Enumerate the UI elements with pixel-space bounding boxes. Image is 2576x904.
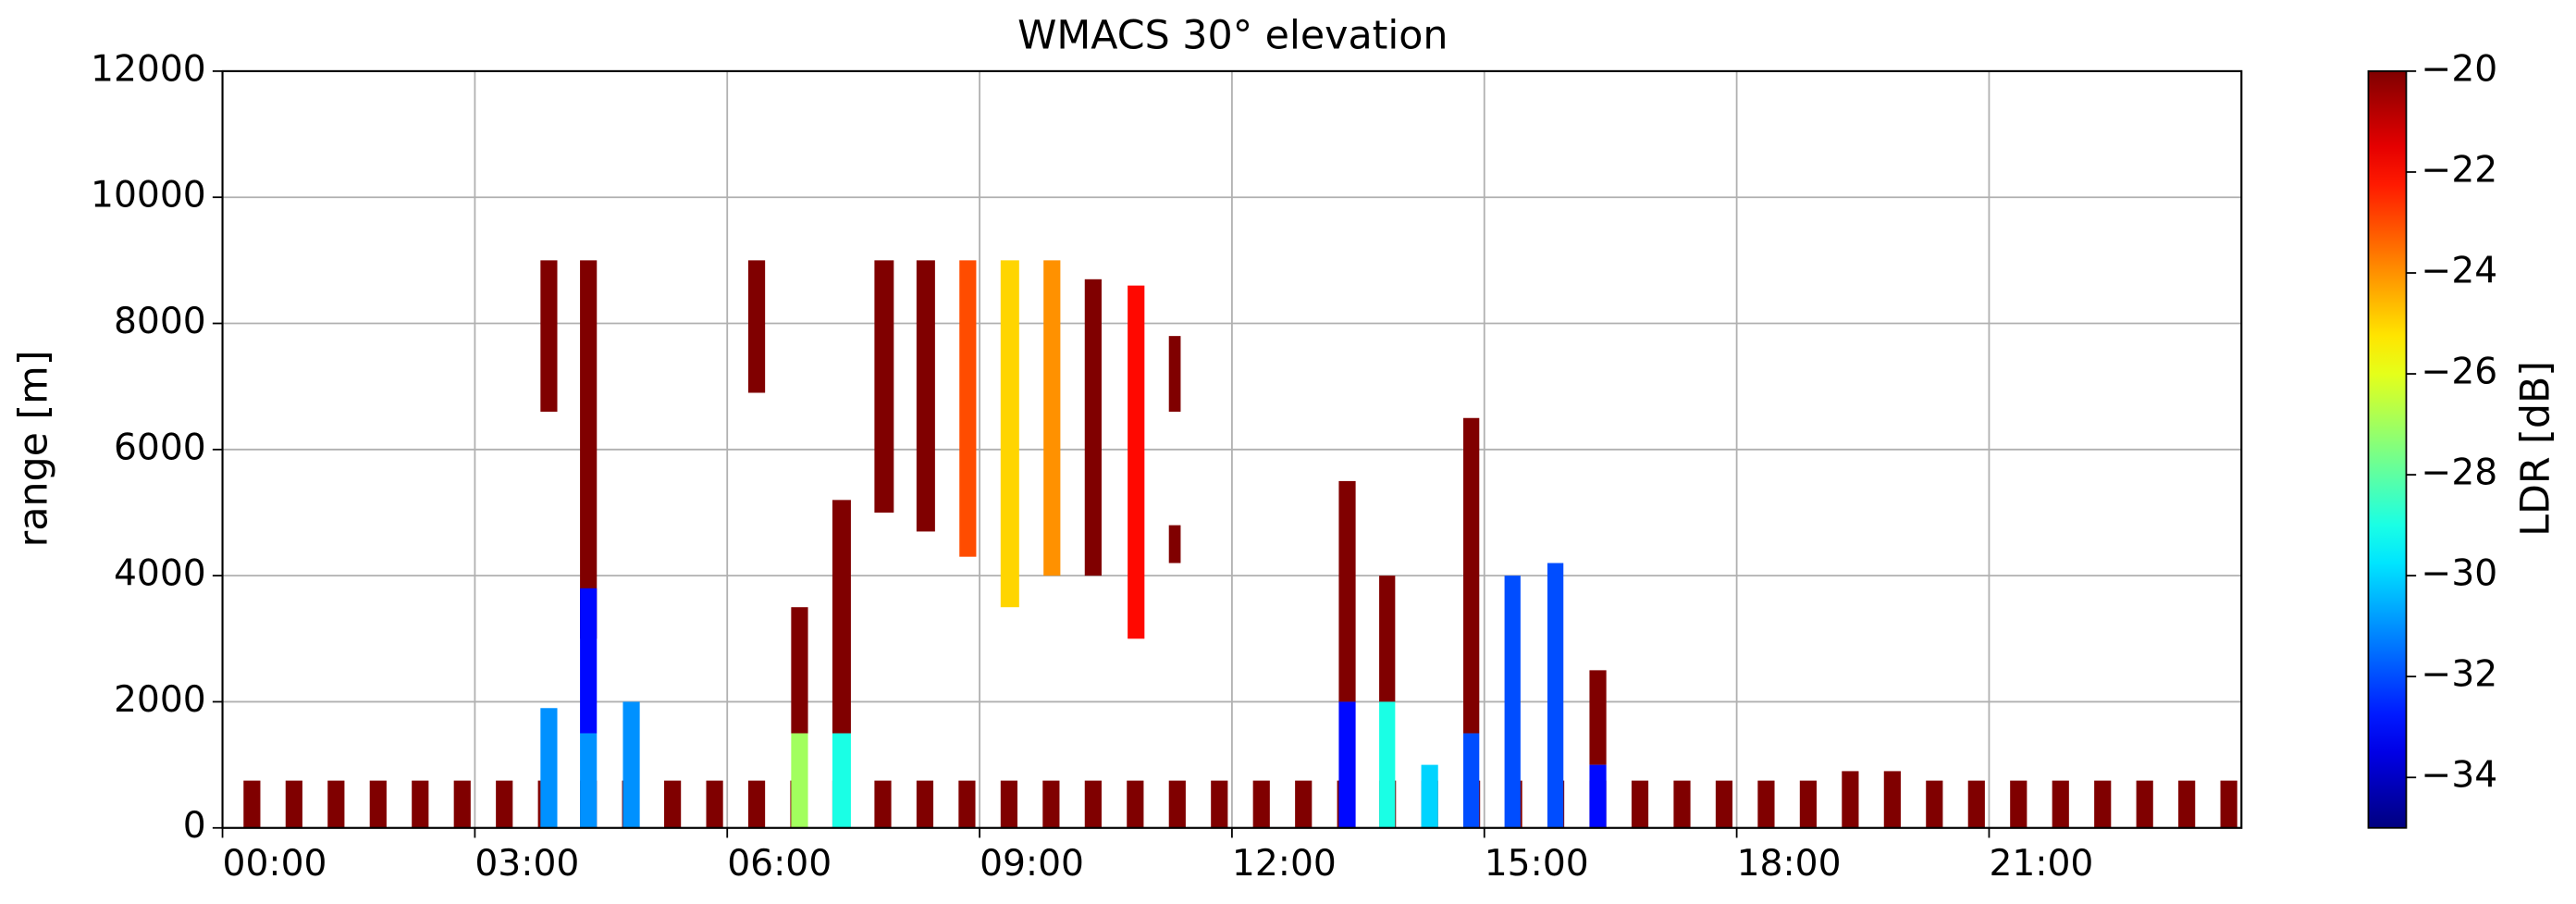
colorbar-label: LDR [dB] xyxy=(2513,361,2559,537)
data-cell xyxy=(1883,771,1901,828)
x-tick-label: 18:00 xyxy=(1737,843,1842,885)
data-cell xyxy=(622,701,640,828)
y-tick-label: 8000 xyxy=(114,301,206,342)
colorbar-tick-label: −32 xyxy=(2422,654,2498,696)
plot-area xyxy=(221,70,2242,829)
colorbar-tick-label: −28 xyxy=(2422,452,2498,494)
colorbar-tick-label: −24 xyxy=(2422,250,2498,291)
data-cell xyxy=(1379,701,1396,828)
x-tick-label: 09:00 xyxy=(980,843,1084,885)
y-tick-label: 4000 xyxy=(114,553,206,595)
data-cell xyxy=(1000,260,1019,608)
data-cell xyxy=(369,780,387,828)
data-cell xyxy=(580,588,598,734)
data-cell xyxy=(327,780,345,828)
data-cell xyxy=(412,780,429,828)
data-cell xyxy=(2136,780,2153,828)
data-cell xyxy=(1379,576,1396,702)
y-tick-label: 12000 xyxy=(91,48,206,90)
data-cell xyxy=(791,733,808,828)
data-cell xyxy=(2010,780,2028,828)
data-cell xyxy=(1168,336,1181,412)
data-cell xyxy=(453,780,471,828)
data-cell xyxy=(747,780,766,828)
y-axis-label: range [m] xyxy=(11,350,57,547)
data-cell xyxy=(1000,780,1018,828)
data-cell xyxy=(706,780,723,828)
data-cell xyxy=(580,733,598,828)
y-tick-label: 6000 xyxy=(114,427,206,468)
plot-frame xyxy=(221,69,2243,829)
data-cell xyxy=(1042,780,1060,828)
x-tick-label: 12:00 xyxy=(1232,843,1337,885)
data-cell xyxy=(2178,780,2196,828)
data-cell xyxy=(916,260,935,532)
data-cell xyxy=(874,260,894,513)
data-cell xyxy=(1252,780,1270,828)
colorbar-tick-label: −20 xyxy=(2422,48,2498,90)
data-cell xyxy=(1338,701,1356,828)
data-cell xyxy=(1043,260,1061,576)
colorbar-tick-label: −30 xyxy=(2422,553,2498,595)
data-cell xyxy=(1168,525,1181,563)
data-cell xyxy=(1926,780,1943,828)
data-cell xyxy=(1967,780,1985,828)
data-cell xyxy=(747,260,766,393)
data-cell xyxy=(958,780,976,828)
data-cell xyxy=(664,780,682,828)
data-cell xyxy=(1421,764,1438,828)
data-cell xyxy=(1295,780,1313,828)
data-cell xyxy=(1799,780,1818,828)
data-cell xyxy=(540,260,558,412)
colorbar-tick-label: −26 xyxy=(2422,352,2498,393)
colorbar-tick-label: −34 xyxy=(2422,755,2498,797)
data-cell xyxy=(285,780,302,828)
data-cell xyxy=(1463,417,1480,734)
data-cell xyxy=(832,500,851,734)
data-cell xyxy=(874,780,892,828)
data-cell xyxy=(1673,780,1691,828)
data-cell xyxy=(1338,480,1356,702)
y-tick-label: 10000 xyxy=(91,175,206,217)
data-cell xyxy=(1084,279,1102,576)
data-cell xyxy=(496,780,513,828)
data-cell xyxy=(243,780,261,828)
data-cell xyxy=(580,260,598,639)
data-cell xyxy=(1547,563,1564,828)
colorbar-tick-label: −22 xyxy=(2422,149,2498,191)
data-cell xyxy=(2052,780,2069,828)
data-cell xyxy=(1463,733,1480,828)
y-tick-label: 2000 xyxy=(114,679,206,721)
data-cell xyxy=(1084,780,1102,828)
data-cell xyxy=(959,260,977,557)
data-cell xyxy=(1715,780,1733,828)
data-cell xyxy=(1127,780,1144,828)
data-cell xyxy=(1211,780,1228,828)
data-cell xyxy=(2220,780,2237,828)
data-cell xyxy=(916,780,934,828)
x-tick-label: 15:00 xyxy=(1485,843,1589,885)
data-cell xyxy=(1128,285,1145,639)
x-tick-label: 21:00 xyxy=(1989,843,2093,885)
data-cell xyxy=(1504,576,1521,828)
data-cell xyxy=(791,607,808,734)
data-cell xyxy=(1168,780,1186,828)
x-tick-label: 00:00 xyxy=(223,843,327,885)
data-cell xyxy=(2094,780,2112,828)
data-cell xyxy=(1842,771,1859,828)
colorbar xyxy=(2367,70,2408,829)
chart-title: WMACS 30° elevation xyxy=(1017,13,1448,59)
y-tick-label: 0 xyxy=(183,805,206,847)
data-cell xyxy=(1757,780,1775,828)
data-cell xyxy=(1631,780,1649,828)
data-cell xyxy=(1589,670,1607,765)
data-cell xyxy=(832,733,851,828)
x-tick-label: 03:00 xyxy=(475,843,579,885)
data-cell xyxy=(540,708,558,828)
x-tick-label: 06:00 xyxy=(727,843,832,885)
data-cell xyxy=(1589,764,1607,828)
